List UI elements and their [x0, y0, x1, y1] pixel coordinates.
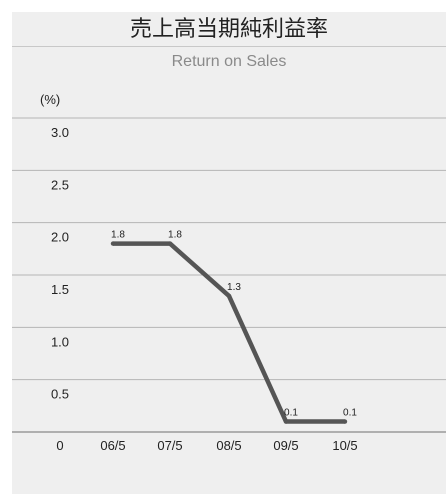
data-point [226, 293, 232, 299]
chart-subtitle: Return on Sales [171, 53, 287, 70]
y-tick-label: 1.0 [51, 334, 69, 349]
data-label: 1.3 [227, 282, 241, 293]
data-point [342, 419, 348, 424]
data-point [110, 241, 116, 246]
x-tick-label: 06/5 [100, 438, 125, 453]
chart-panel [12, 12, 446, 494]
data-label: 0.1 [284, 408, 298, 419]
x-tick-label: 08/5 [216, 438, 241, 453]
y-tick-label: 3.0 [51, 125, 69, 140]
data-label: 0.1 [343, 408, 357, 419]
chart-title: 売上高当期純利益率 [129, 17, 328, 42]
x-tick-label: 09/5 [273, 438, 298, 453]
y-tick-label: 2.5 [51, 177, 69, 192]
y-tick-label: 0.5 [51, 387, 69, 402]
y-tick-label: 1.5 [51, 282, 69, 297]
series-line [113, 241, 345, 424]
x-tick-label: 10/5 [332, 438, 357, 453]
data-label: 1.8 [111, 230, 125, 241]
x-tick-label: 07/5 [157, 438, 182, 453]
data-point [167, 241, 173, 246]
y-tick-label: 2.0 [51, 230, 69, 245]
y-tick-label: 0 [56, 438, 63, 453]
data-point [283, 419, 289, 424]
y-axis-unit: (%) [40, 92, 61, 107]
data-label: 1.8 [168, 230, 182, 241]
title-divider [12, 46, 446, 47]
